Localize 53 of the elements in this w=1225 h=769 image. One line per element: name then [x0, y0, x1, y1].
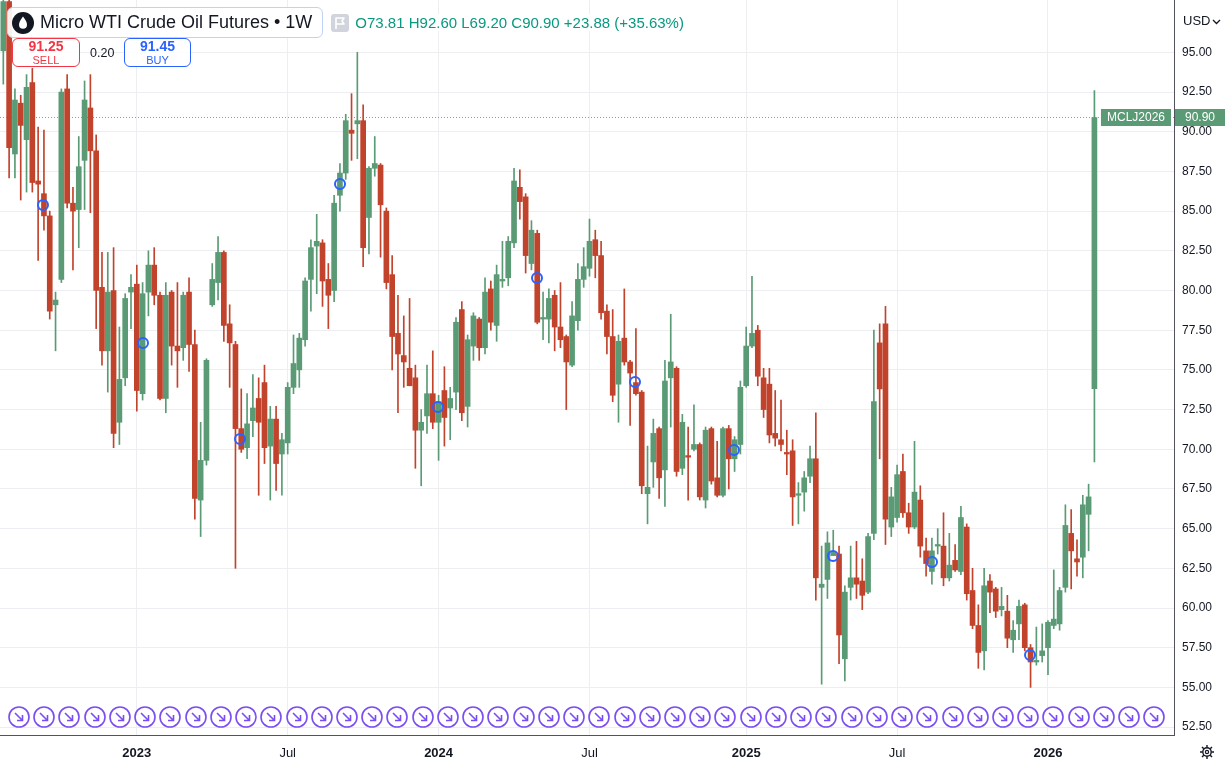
text: O73.81 H92.60 L69.20 C90.90 +23.88 (+35.63%): [355, 14, 684, 31]
candlestick: [1074, 539, 1080, 577]
y-tick-label: 87.50: [1182, 163, 1213, 178]
x-tick-label: 2026: [1033, 745, 1063, 761]
annotation: 0.20: [90, 46, 115, 60]
y-tick-label: 67.50: [1182, 481, 1213, 496]
candlestick: [447, 387, 454, 441]
annotation: MCLJ2026: [1106, 110, 1166, 125]
y-tick-label: 75.00: [1182, 362, 1213, 377]
x-tick-label: Jul: [888, 745, 906, 761]
y-tick-label: 85.00: [1182, 203, 1213, 218]
candlestick: [685, 426, 691, 501]
candlestick: [691, 404, 697, 452]
y-tick-label: 62.50: [1182, 560, 1213, 575]
candlestick: [934, 528, 941, 555]
ref-line-label: 90.90: [1184, 110, 1216, 125]
candlestick: [1068, 509, 1075, 590]
candlestick: [418, 409, 425, 487]
y-tick-label: 65.00: [1182, 520, 1213, 535]
x-tick-label: 2025: [731, 745, 761, 761]
y-tick-label: 92.50: [1182, 84, 1213, 99]
annotation: BUY: [146, 54, 169, 66]
candlestick: [17, 94, 24, 201]
candlestick: [128, 274, 134, 329]
x-tick-label: 2023: [122, 745, 152, 761]
y-tick-label: 52.50: [1182, 719, 1213, 734]
candlestick: [313, 213, 320, 295]
y-tick-label: 90.00: [1182, 124, 1213, 139]
x-tick-label: Jul: [279, 745, 297, 761]
text: USD: [1183, 13, 1211, 28]
y-tick-label: 55.00: [1182, 679, 1213, 694]
candlestick: [778, 399, 784, 452]
y-tick-label: 70.00: [1182, 441, 1213, 456]
candlestick: [400, 315, 407, 388]
y-tick-label: 72.50: [1182, 401, 1213, 416]
y-tick-label: 82.50: [1182, 243, 1213, 258]
x-tick-label: 2024: [424, 745, 454, 761]
y-tick-label: 95.00: [1182, 44, 1213, 59]
buy-button: 91.45 BUY: [124, 38, 191, 67]
candlestick: [250, 374, 256, 437]
y-tick-label: 57.50: [1182, 640, 1213, 654]
annotation: SELL: [32, 54, 60, 66]
candlestick: [667, 313, 674, 428]
annotation: 91.25: [28, 38, 64, 54]
y-tick-label: 80.00: [1182, 282, 1213, 297]
x-tick-label: Jul: [581, 745, 598, 761]
candlestick: [749, 275, 755, 348]
sell-button: 91.25 SELL: [12, 38, 80, 67]
y-tick-label: 77.50: [1182, 322, 1213, 337]
y-tick-label: 60.00: [1182, 600, 1213, 615]
candlestick: [1039, 623, 1045, 663]
annotation: 91.45: [139, 38, 176, 54]
title-box: Micro WTI Crude Oil Futures • 1W: [7, 7, 324, 38]
